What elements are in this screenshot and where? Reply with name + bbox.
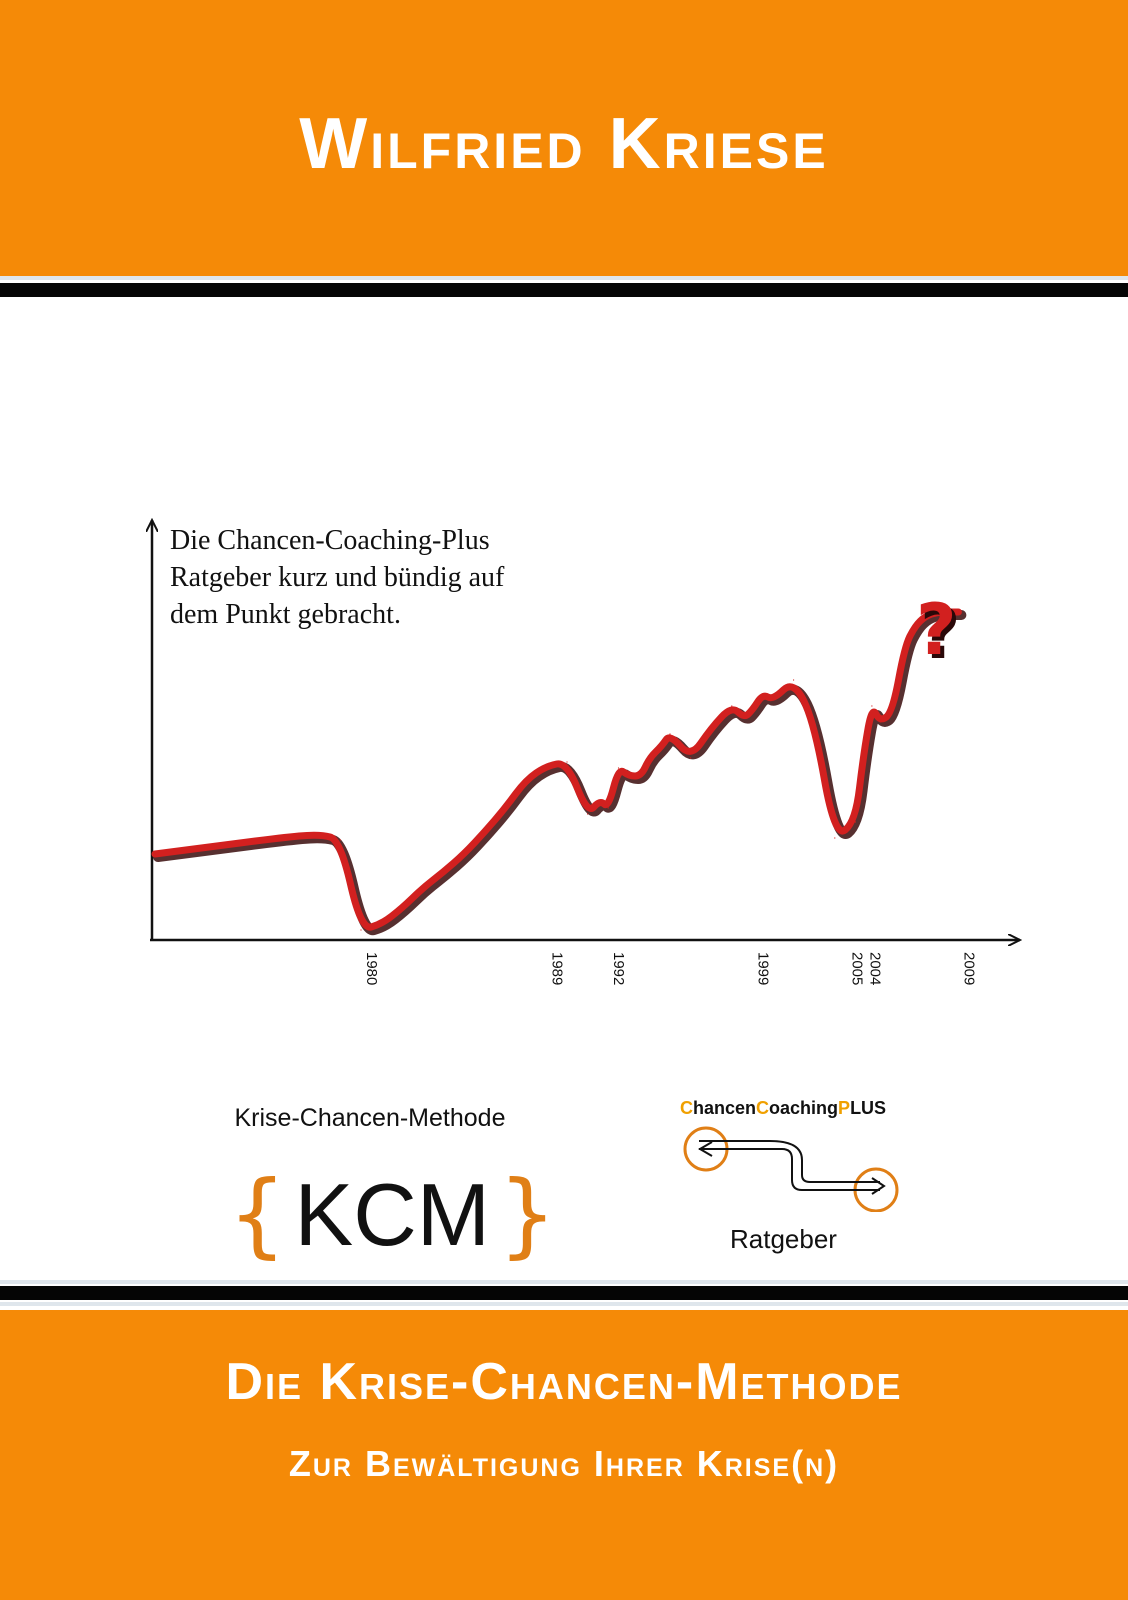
chart-caption: Die Chancen-Coaching-Plus Ratgeber kurz … [170, 522, 600, 633]
route-arrows-icon [683, 1126, 899, 1212]
data-point-45 [957, 611, 960, 613]
data-point-0 [154, 853, 156, 855]
book-subtitle: Zur Bewältigung Ihrer Krise(n) [288, 1443, 840, 1484]
bottom-banner: Die Krise-Chancen-Methode Zur Bewältigun… [0, 1310, 1128, 1600]
question-mark-annotation: ? [916, 589, 957, 671]
series-line [151, 608, 962, 931]
data-point-38 [879, 721, 881, 723]
data-point-21 [640, 775, 642, 777]
caption-line-3: dem Punkt gebracht. [170, 599, 401, 630]
book-title: Die Krise-Chancen-Methode [225, 1353, 903, 1411]
data-point-20 [628, 775, 630, 777]
x-tick-label-3-0: 1999 [754, 952, 771, 985]
data-point-39 [891, 711, 894, 713]
kcm-label: Krise-Chancen-Methode [234, 1104, 506, 1132]
author-name: Wilfried Kriese [299, 104, 829, 184]
data-point-22 [648, 757, 651, 759]
data-point-30 [762, 693, 764, 695]
data-point-18 [607, 807, 609, 809]
data-point-12 [504, 807, 506, 809]
data-point-15 [566, 761, 568, 763]
top-divider-light [0, 276, 1128, 280]
data-point-32 [793, 679, 795, 681]
ccp-title: ChancenCoachingPLUS [680, 1098, 887, 1118]
x-tick-label-2-0: 1992 [610, 952, 627, 985]
data-point-7 [401, 907, 403, 909]
data-point-37 [871, 705, 873, 707]
data-point-3 [319, 833, 321, 835]
x-tick-label-4-0: 2005 [848, 952, 865, 985]
chancen-coaching-plus-logo: ChancenCoachingPLUS Ratgeber [680, 1092, 912, 1272]
bottom-divider-dark [0, 1286, 1128, 1300]
data-point-40 [904, 645, 906, 647]
data-point-35 [854, 821, 857, 823]
data-point-27 [731, 705, 733, 707]
x-tick-label-1-0: 1989 [548, 952, 565, 985]
data-point-10 [463, 853, 465, 855]
data-point-44 [949, 611, 951, 613]
data-point-23 [661, 745, 663, 747]
data-point-19 [617, 767, 620, 769]
ccp-subtitle: Ratgeber [730, 1224, 837, 1254]
data-point-14 [545, 765, 548, 767]
data-point-25 [690, 757, 692, 759]
data-point-8 [422, 887, 424, 889]
data-point-1 [216, 845, 218, 847]
data-point-41 [914, 625, 916, 627]
bottom-divider-light [0, 1280, 1128, 1284]
question-mark-shadow: ? [920, 593, 961, 675]
data-point-6 [381, 923, 383, 925]
data-point-34 [834, 837, 836, 839]
data-point-11 [484, 831, 486, 833]
kcm-open-brace: { [228, 1161, 287, 1268]
crisis-chart: 19801989199219992005200420092020... ? ? [0, 500, 1128, 985]
data-point-17 [599, 799, 601, 801]
data-point-5 [360, 929, 362, 931]
data-point-26 [710, 727, 712, 729]
data-point-4 [339, 839, 341, 841]
data-point-33 [813, 721, 815, 723]
data-point-24 [669, 733, 671, 735]
top-banner: Wilfried Kriese [0, 0, 1128, 276]
x-tick-label-4-1: 2004 [866, 952, 883, 985]
kcm-close-brace: } [498, 1161, 557, 1268]
data-point-43 [937, 611, 939, 613]
x-tick-label-0-0: 1980 [363, 952, 380, 985]
data-point-9 [442, 871, 444, 873]
data-point-2 [278, 837, 280, 839]
data-point-29 [751, 709, 754, 711]
data-point-16 [587, 813, 589, 815]
kcm-acronym: KCM [294, 1165, 491, 1264]
series-line-shadow [153, 610, 967, 936]
data-point-28 [743, 717, 745, 719]
data-point-13 [525, 779, 527, 781]
data-point-42 [924, 615, 927, 617]
data-point-36 [863, 753, 865, 755]
caption-line-2: Ratgeber kurz und bündig auf [170, 562, 505, 593]
caption-line-1: Die Chancen-Coaching-Plus [170, 525, 490, 556]
x-tick-label-5-0: 2009 [960, 952, 977, 985]
kcm-logo: {KCM} [228, 1160, 557, 1270]
data-point-31 [772, 699, 774, 701]
top-divider-dark [0, 283, 1128, 297]
bottom-divider-light-2 [0, 1302, 1128, 1306]
